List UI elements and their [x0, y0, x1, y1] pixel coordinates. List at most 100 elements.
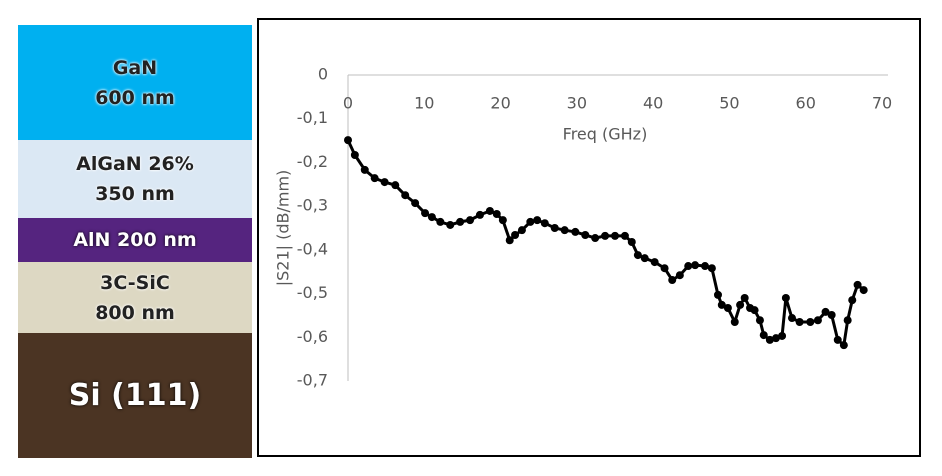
data-point	[517, 226, 526, 235]
data-point	[723, 303, 732, 312]
data-point	[843, 316, 852, 325]
layer-label: 350 nm	[95, 183, 175, 205]
layer: 3C-SiC 800 nm	[18, 262, 252, 333]
data-point	[650, 258, 659, 267]
data-point	[633, 251, 642, 260]
data-point	[848, 296, 857, 305]
y-tick-label: -0,4	[297, 239, 328, 258]
data-point	[740, 293, 749, 302]
x-tick-label: 60	[796, 94, 816, 113]
data-line	[346, 139, 865, 349]
y-tick-label: -0,6	[297, 327, 328, 346]
data-point	[795, 317, 804, 326]
data-point	[736, 300, 745, 309]
chart-frame	[257, 18, 921, 457]
data-point	[456, 217, 465, 226]
data-point	[581, 230, 590, 239]
layer: Si (111)	[18, 333, 252, 458]
data-point	[821, 307, 830, 316]
data-point	[839, 341, 848, 350]
data-point	[730, 317, 739, 326]
data-point	[781, 293, 790, 302]
data-point	[436, 217, 445, 226]
layer-label: 600 nm	[95, 86, 175, 109]
data-point	[668, 276, 677, 285]
data-point	[411, 199, 420, 208]
data-point	[591, 234, 600, 243]
layer-label: Si (111)	[68, 377, 202, 413]
data-point	[360, 165, 369, 174]
data-point	[771, 334, 780, 343]
x-tick-label: 40	[643, 94, 663, 113]
data-point	[765, 335, 774, 344]
data-point	[813, 316, 822, 325]
y-axis-label: |S21| (dB/mm)	[274, 170, 293, 287]
data-point	[511, 230, 520, 239]
layer-label: GaN	[112, 56, 158, 79]
data-point	[827, 310, 836, 319]
x-tick-label: 20	[490, 94, 510, 113]
data-point	[833, 335, 842, 344]
layer-label: 3C-SiC	[100, 271, 170, 294]
data-point	[427, 213, 436, 222]
x-tick-label: 0	[343, 94, 353, 113]
data-point	[640, 254, 649, 263]
layer: AlGaN 26% 350 nm	[18, 140, 252, 218]
data-point	[344, 136, 352, 145]
data-point	[717, 300, 726, 309]
x-tick-label: 10	[414, 94, 434, 113]
data-point	[498, 216, 507, 225]
data-point	[755, 316, 764, 325]
data-point	[601, 231, 610, 240]
y-tick-label: -0,7	[297, 371, 328, 390]
data-point	[391, 181, 400, 190]
layer-stack: GaN 600 nm AlGaN 26% 350 nm AlN 200 nm 3C-SiC…	[18, 25, 252, 458]
data-point	[611, 231, 619, 240]
data-point	[806, 317, 815, 326]
data-point	[627, 237, 636, 246]
data-point	[370, 174, 379, 183]
y-tick-label: -0,5	[297, 283, 328, 302]
y-tick-label: -0,1	[297, 108, 328, 127]
data-point	[853, 280, 862, 289]
data-point	[401, 191, 410, 200]
data-point	[684, 262, 693, 271]
data-point	[533, 216, 542, 225]
data-point	[787, 314, 796, 323]
data-point	[540, 219, 549, 228]
data-point	[691, 261, 700, 270]
data-point	[466, 216, 475, 225]
data-point	[446, 220, 455, 229]
x-tick-label: 70	[872, 94, 892, 113]
data-point	[713, 290, 722, 299]
data-point	[707, 264, 716, 273]
data-point	[859, 286, 868, 295]
layer-label: 800 nm	[95, 301, 175, 324]
layer-label: AlGaN 26%	[76, 153, 194, 175]
data-point	[505, 236, 514, 245]
data-point	[350, 150, 359, 159]
data-point	[750, 306, 759, 315]
layer-label: AlN 200 nm	[73, 229, 197, 251]
x-tick-label: 30	[567, 94, 587, 113]
data-point	[660, 264, 669, 273]
data-point	[571, 227, 580, 236]
x-tick-label: 50	[719, 94, 739, 113]
layer: GaN 600 nm	[18, 25, 252, 140]
data-point	[380, 178, 389, 187]
data-point	[675, 271, 684, 280]
x-axis-label: Freq (GHz)	[563, 125, 648, 144]
data-point	[778, 331, 787, 340]
y-tick-label: -0,3	[297, 196, 328, 215]
y-tick-label: -0,2	[297, 152, 328, 171]
y-tick-label: 0	[318, 65, 328, 84]
data-point	[492, 210, 501, 219]
data-point	[475, 210, 484, 219]
data-point	[550, 224, 559, 232]
data-point	[526, 217, 535, 226]
data-point	[421, 209, 430, 218]
data-point	[701, 262, 710, 271]
layer: AlN 200 nm	[18, 218, 252, 262]
